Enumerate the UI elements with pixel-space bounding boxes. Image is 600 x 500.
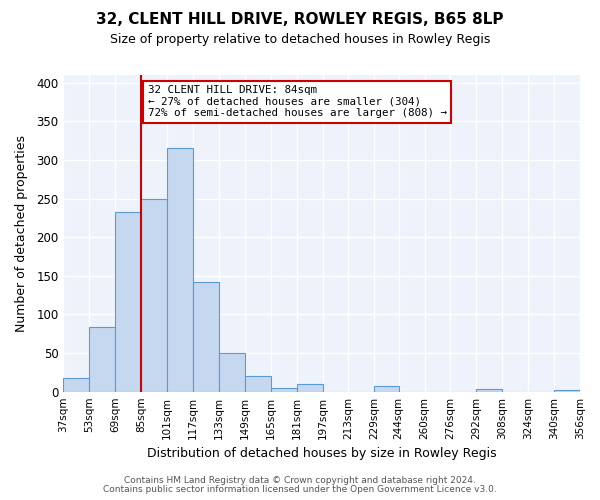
Bar xyxy=(245,376,271,392)
Bar xyxy=(219,353,245,392)
Text: Contains public sector information licensed under the Open Government Licence v3: Contains public sector information licen… xyxy=(103,484,497,494)
Text: Size of property relative to detached houses in Rowley Regis: Size of property relative to detached ho… xyxy=(110,32,490,46)
X-axis label: Distribution of detached houses by size in Rowley Regis: Distribution of detached houses by size … xyxy=(147,447,497,460)
Bar xyxy=(89,327,115,392)
Text: Contains HM Land Registry data © Crown copyright and database right 2024.: Contains HM Land Registry data © Crown c… xyxy=(124,476,476,485)
Bar xyxy=(271,388,296,392)
Bar xyxy=(193,282,219,392)
Bar xyxy=(296,384,323,392)
Bar xyxy=(115,212,141,392)
Text: 32 CLENT HILL DRIVE: 84sqm
← 27% of detached houses are smaller (304)
72% of sem: 32 CLENT HILL DRIVE: 84sqm ← 27% of deta… xyxy=(148,85,446,118)
Bar xyxy=(167,148,193,392)
Bar xyxy=(374,386,398,392)
Bar xyxy=(141,198,167,392)
Y-axis label: Number of detached properties: Number of detached properties xyxy=(15,135,28,332)
Bar xyxy=(64,378,89,392)
Bar xyxy=(554,390,580,392)
Text: 32, CLENT HILL DRIVE, ROWLEY REGIS, B65 8LP: 32, CLENT HILL DRIVE, ROWLEY REGIS, B65 … xyxy=(96,12,504,28)
Bar xyxy=(476,390,502,392)
